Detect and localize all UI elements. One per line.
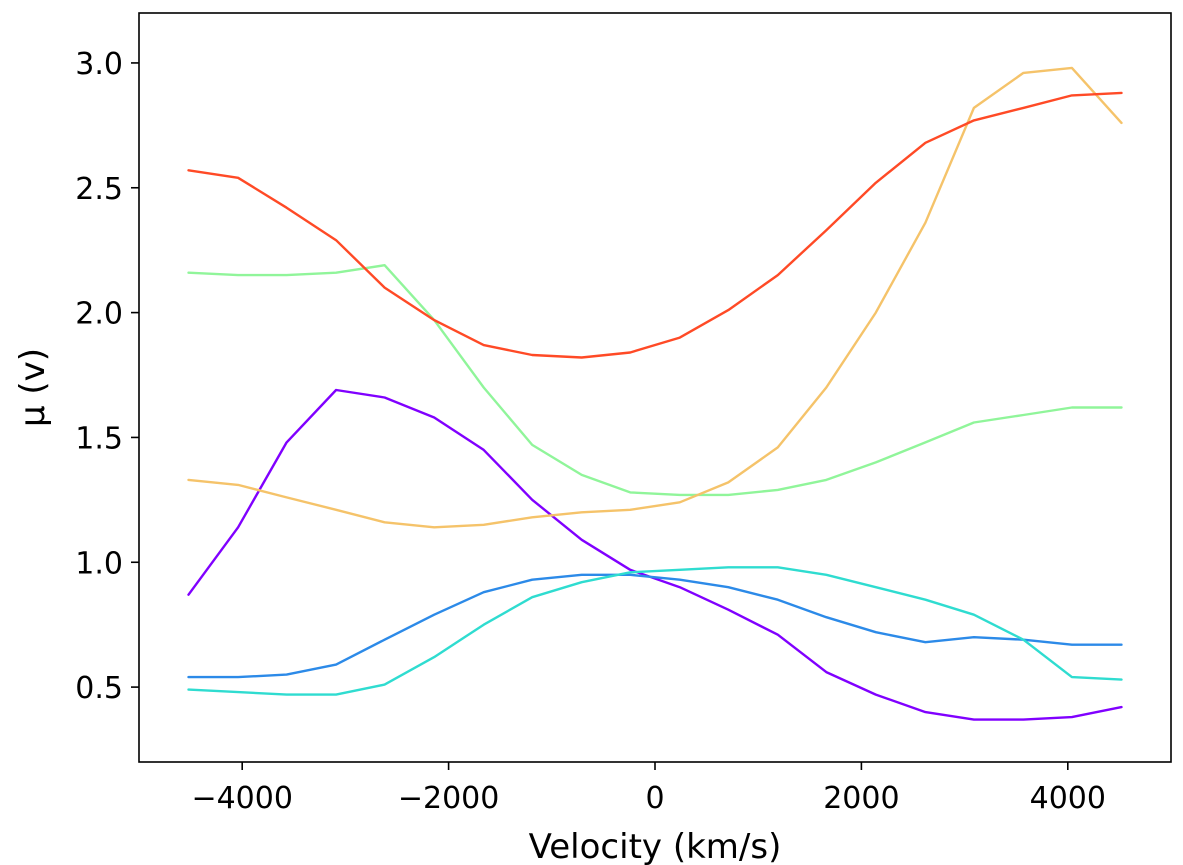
series-line-1 [187, 388, 1123, 721]
y-tick-label: 2.5 [75, 172, 123, 207]
x-tick-label: −2000 [398, 781, 499, 816]
y-axis-label: μ (v) [13, 348, 53, 427]
plot-frame [138, 12, 1172, 763]
series-layer [187, 66, 1123, 721]
x-tick-label: −4000 [191, 781, 292, 816]
series-line-2 [187, 573, 1123, 679]
series-line-6 [187, 91, 1123, 359]
series-line-4 [187, 264, 1123, 497]
y-tick-label: 3.0 [75, 47, 123, 82]
y-tick-label: 1.0 [75, 546, 123, 581]
x-tick-label: 4000 [1030, 781, 1106, 816]
x-axis-label: Velocity (km/s) [529, 827, 782, 865]
x-tick-label: 0 [645, 781, 664, 816]
x-axis: −4000 −2000 0 2000 4000 [191, 762, 1106, 816]
y-axis: 0.5 1.0 1.5 2.0 2.5 3.0 [75, 47, 139, 706]
x-tick-label: 2000 [823, 781, 899, 816]
series-line-5 [187, 66, 1123, 529]
y-tick-label: 0.5 [75, 671, 123, 706]
y-tick-label: 2.0 [75, 297, 123, 332]
y-tick-label: 1.5 [75, 421, 123, 456]
series-line-3 [187, 566, 1123, 696]
